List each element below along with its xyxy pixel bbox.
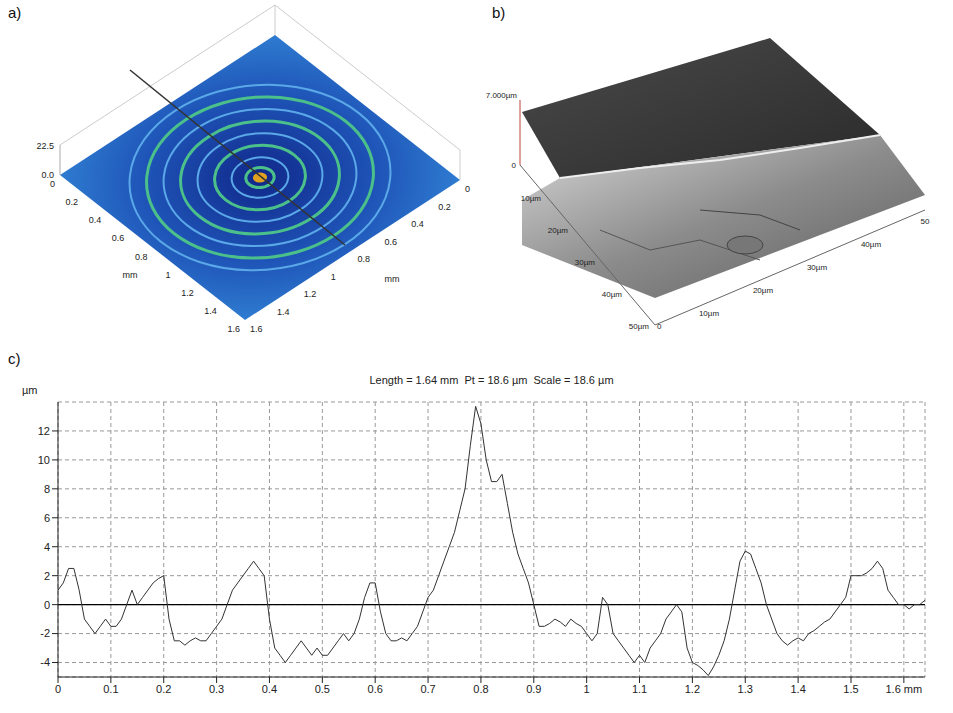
svg-text:0.5: 0.5 (315, 683, 330, 695)
svg-text:1.2: 1.2 (181, 288, 194, 298)
svg-text:1.6: 1.6 (227, 324, 240, 334)
svg-text:1.4: 1.4 (277, 307, 290, 317)
svg-text:0.2: 0.2 (438, 202, 451, 212)
svg-text:30µm: 30µm (575, 258, 596, 267)
svg-text:1.2: 1.2 (685, 683, 700, 695)
svg-text:0: 0 (55, 683, 61, 695)
svg-text:40µm: 40µm (861, 240, 882, 249)
svg-text:40µm: 40µm (602, 290, 623, 299)
svg-text:10µm: 10µm (521, 194, 542, 203)
svg-text:0.4: 0.4 (262, 683, 277, 695)
svg-text:1: 1 (166, 270, 171, 280)
svg-text:0.6: 0.6 (384, 237, 397, 247)
svg-text:50: 50 (921, 217, 930, 226)
svg-text:2: 2 (44, 570, 50, 582)
svg-text:0: 0 (50, 179, 55, 189)
svg-text:1.2: 1.2 (304, 289, 317, 299)
html-text:Length = 1.64 mm Pt = 18.6 µm: Length = 1.64 mm Pt = 18.6 µm Scale = 18… (369, 374, 614, 386)
svg-text:0.4: 0.4 (411, 219, 424, 229)
svg-text:1.1: 1.1 (632, 683, 647, 695)
svg-text:0: 0 (465, 184, 470, 194)
svg-text:1.5: 1.5 (843, 683, 858, 695)
svg-text:0.6: 0.6 (112, 233, 125, 243)
svg-text:1.6 mm: 1.6 mm (886, 683, 923, 695)
svg-text:0.4: 0.4 (89, 215, 102, 225)
svg-text:8: 8 (44, 483, 50, 495)
svg-text:-2: -2 (40, 627, 50, 639)
svg-text:30µm: 30µm (807, 263, 828, 272)
html-text:a): a) (8, 4, 22, 21)
svg-text:0: 0 (44, 599, 50, 611)
svg-text:0.7: 0.7 (420, 683, 435, 695)
svg-text:0.3: 0.3 (209, 683, 224, 695)
html-text:µm: µm (22, 384, 38, 396)
svg-text:0: 0 (512, 161, 517, 170)
svg-text:7.000µm: 7.000µm (486, 91, 518, 100)
svg-text:6: 6 (44, 512, 50, 524)
svg-text:4: 4 (44, 541, 50, 553)
svg-text:20µm: 20µm (548, 226, 569, 235)
svg-text:1: 1 (331, 272, 336, 282)
html-text:b): b) (492, 4, 506, 21)
svg-text:22.5: 22.5 (36, 141, 54, 151)
svg-text:1.4: 1.4 (204, 306, 217, 316)
svg-text:1.3: 1.3 (738, 683, 753, 695)
svg-text:mm: mm (123, 270, 138, 280)
svg-text:0.8: 0.8 (358, 254, 371, 264)
svg-text:0.0: 0.0 (41, 170, 54, 180)
svg-text:0.2: 0.2 (156, 683, 171, 695)
svg-text:50µm: 50µm (629, 322, 650, 331)
html-text:c): c) (8, 350, 21, 367)
svg-text:0.8: 0.8 (473, 683, 488, 695)
svg-text:0.2: 0.2 (66, 197, 79, 207)
svg-text:1.6: 1.6 (250, 324, 263, 334)
svg-text:mm: mm (385, 274, 400, 284)
svg-text:-4: -4 (40, 656, 50, 668)
svg-text:0.9: 0.9 (526, 683, 541, 695)
svg-text:10: 10 (38, 454, 50, 466)
svg-text:0: 0 (657, 322, 662, 331)
svg-text:12: 12 (38, 425, 50, 437)
svg-text:10µm: 10µm (699, 309, 720, 318)
svg-text:1: 1 (584, 683, 590, 695)
svg-text:0.6: 0.6 (368, 683, 383, 695)
svg-text:0.1: 0.1 (103, 683, 118, 695)
svg-text:1.4: 1.4 (790, 683, 805, 695)
svg-text:20µm: 20µm (753, 286, 774, 295)
svg-text:0.8: 0.8 (135, 252, 148, 262)
